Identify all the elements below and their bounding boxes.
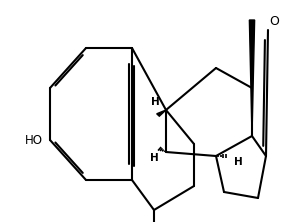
Text: O: O	[270, 15, 279, 28]
Polygon shape	[157, 110, 166, 116]
Text: H: H	[150, 153, 158, 163]
Polygon shape	[249, 20, 255, 136]
Text: HO: HO	[25, 133, 43, 147]
Text: H: H	[234, 157, 242, 167]
Text: H: H	[151, 97, 159, 107]
